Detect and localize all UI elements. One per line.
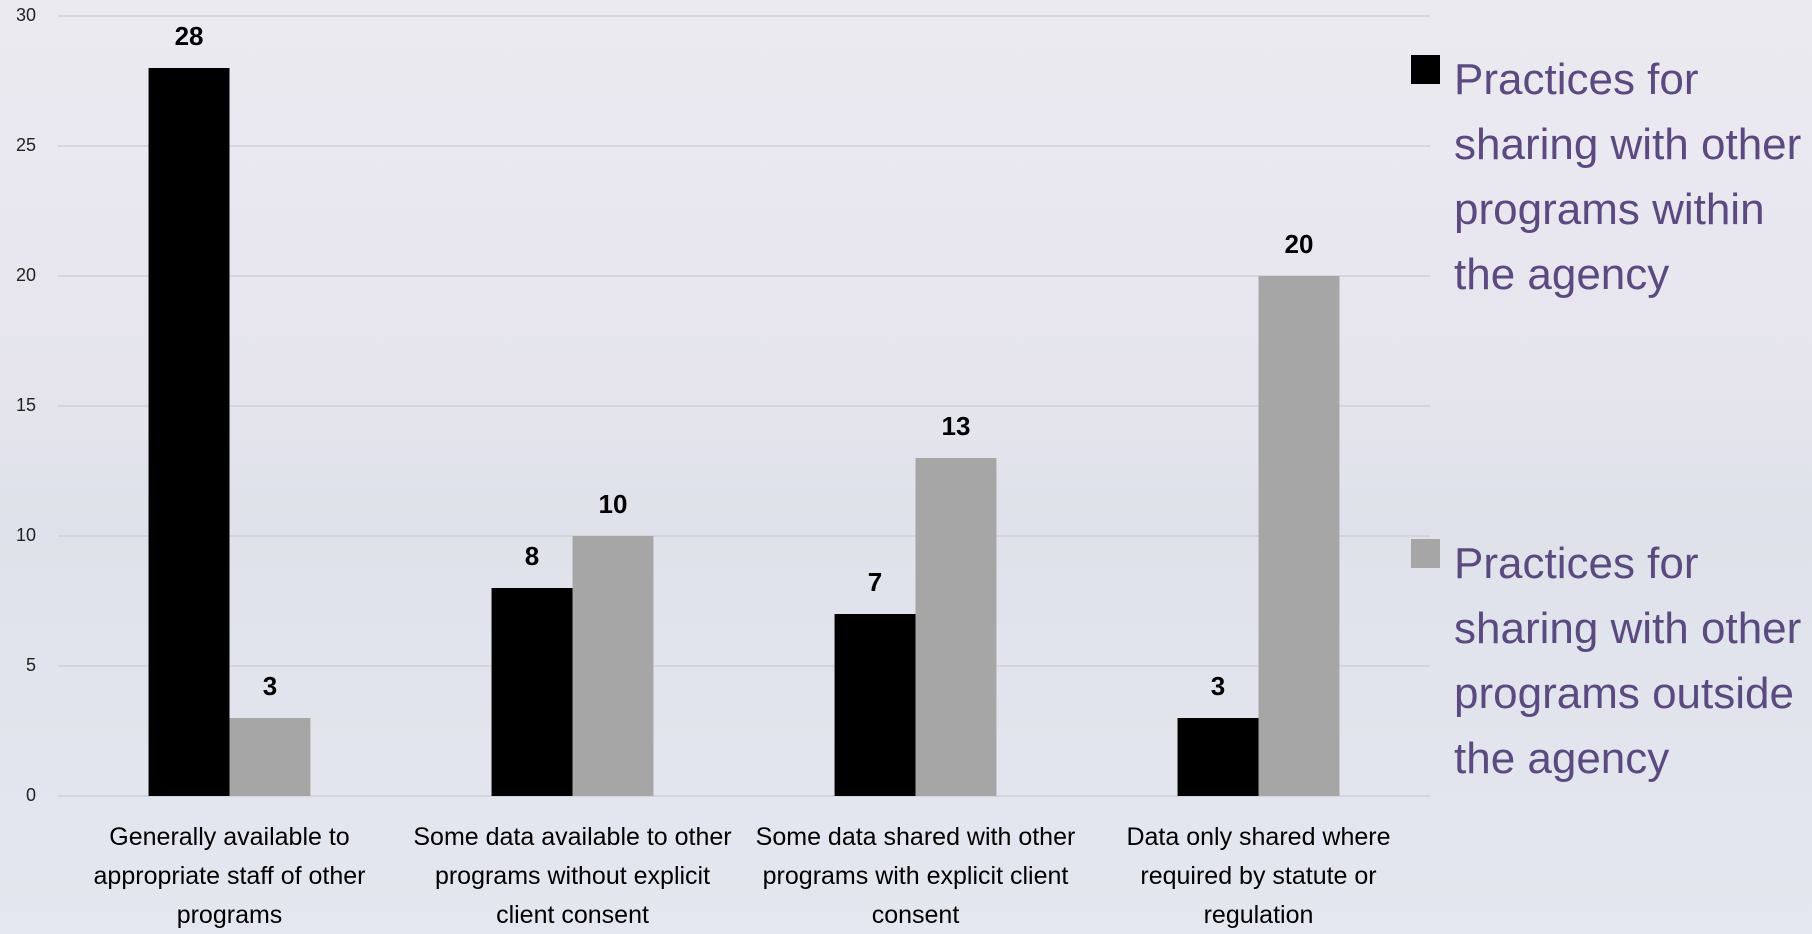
value-label: 28 [175,21,204,51]
y-tick-label: 20 [16,265,36,285]
bar [1177,718,1259,796]
bar [1258,276,1340,796]
y-tick-label: 15 [16,395,36,415]
legend-label: Practices for sharing with other program… [1454,539,1802,783]
value-label: 3 [263,671,277,701]
bar [834,614,916,796]
x-tick-label: Data only shared where required by statu… [1126,823,1391,929]
legend-label: Practices for sharing with other program… [1454,55,1802,299]
legend-swatch [1411,55,1440,84]
value-label: 13 [942,411,971,441]
y-tick-label: 30 [16,5,36,25]
bar [915,458,997,796]
bar [572,536,654,796]
value-label: 8 [525,541,539,571]
y-tick-label: 25 [16,135,36,155]
value-label: 7 [868,567,882,597]
value-label: 20 [1285,229,1314,259]
x-tick-label: Some data available to other programs wi… [413,823,732,929]
value-label: 3 [1211,671,1225,701]
legend-swatch [1411,539,1440,568]
y-tick-label: 5 [26,655,36,675]
y-tick-label: 10 [16,525,36,545]
x-tick-label: Generally available to appropriate staff… [93,823,366,929]
y-tick-label: 0 [26,785,36,805]
value-label: 10 [599,489,628,519]
bar [229,718,311,796]
bar [148,68,230,796]
bar [491,588,573,796]
x-tick-label: Some data shared with other programs wit… [755,823,1076,929]
